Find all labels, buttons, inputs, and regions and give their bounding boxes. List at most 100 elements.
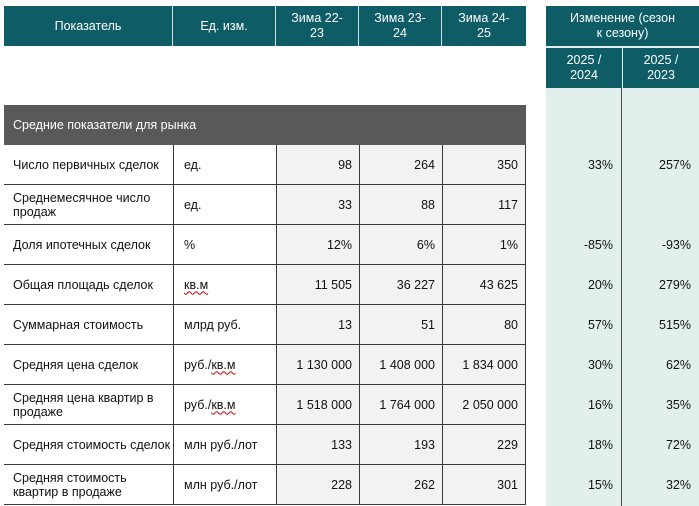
row-change-1: 30% (546, 345, 621, 385)
row-value-3: 117 (442, 185, 526, 224)
row-name: Доля ипотечных сделок (4, 225, 173, 264)
row-change-2: 72% (622, 425, 699, 465)
row-value-1-text: 1 130 000 (296, 357, 352, 372)
row-change-2: 32% (622, 465, 699, 505)
row-change-1: 33% (546, 145, 621, 185)
row-change-1-text: 18% (587, 438, 613, 452)
header-unit: Ед. изм. (173, 6, 276, 46)
row-unit: млн руб./лот (173, 465, 276, 504)
row-value-2-text: 1 764 000 (379, 397, 435, 412)
row-value-2-text: 264 (414, 157, 435, 172)
row-change-1: 20% (546, 265, 621, 305)
row-unit-text: млн руб./лот (184, 477, 258, 492)
row-change-1: 18% (546, 425, 621, 465)
row-value-1-text: 13 (338, 317, 352, 332)
row-unit-text: кв.м (184, 277, 209, 292)
row-value-3: 350 (442, 145, 526, 184)
row-change-2: 257% (622, 145, 699, 185)
row-value-2: 1 764 000 (359, 385, 442, 424)
row-name-text: Средняя цена сделок (13, 357, 139, 372)
row-value-1: 133 (276, 425, 359, 464)
change-divider (621, 88, 622, 506)
row-change-1-text: 57% (587, 318, 613, 332)
row-name: Число первичных сделок (4, 145, 173, 184)
row-value-1: 12% (276, 225, 359, 264)
table-row: Число первичных сделок ед. 98 264 350 (4, 145, 526, 185)
row-name-text: Доля ипотечных сделок (13, 237, 151, 252)
row-value-1-text: 228 (331, 477, 352, 492)
row-change-2 (622, 185, 699, 225)
header-change-title: Изменение (сезон к сезону) (546, 6, 699, 46)
row-value-3: 1% (442, 225, 526, 264)
row-value-2-text: 1 408 000 (379, 357, 435, 372)
row-value-2: 6% (359, 225, 442, 264)
row-value-1: 98 (276, 145, 359, 184)
table-row: Средняя цена квартир в продаже руб./кв.м 1… (4, 385, 526, 425)
row-value-3-text: 43 625 (479, 277, 518, 292)
row-unit-text: ед. (184, 157, 202, 172)
row-unit: ед. (173, 145, 276, 184)
row-value-1-text: 98 (338, 157, 352, 172)
row-value-3-text: 80 (504, 317, 518, 332)
header-indicator: Показатель (4, 6, 173, 46)
change-column-band (546, 6, 699, 506)
row-value-3-text: 350 (497, 157, 518, 172)
row-change-1: 57% (546, 305, 621, 345)
header-change-col-2: 2025 / 2023 (623, 48, 699, 88)
row-unit: % (173, 225, 276, 264)
row-unit-text: млрд руб. (184, 317, 242, 332)
row-value-1: 1 518 000 (276, 385, 359, 424)
row-change-2-text: 32% (665, 478, 691, 492)
table-row: Средняя стоимость квартир в продаже млн р… (4, 465, 526, 505)
row-value-2-text: 6% (416, 237, 435, 252)
row-unit-text: руб./кв.м (184, 397, 236, 412)
table-row: Общая площадь сделок кв.м 11 505 36 227 43 6… (4, 265, 526, 305)
row-value-1-text: 11 505 (314, 277, 352, 292)
header-season-3: Зима 24-25 (442, 6, 526, 46)
row-unit-text: % (184, 237, 196, 252)
row-value-3: 301 (442, 465, 526, 504)
row-value-2-text: 88 (421, 197, 435, 212)
row-name-text: Средняя цена квартир в продаже (13, 390, 154, 419)
row-value-2: 264 (359, 145, 442, 184)
table-row: Средняя стоимость сделок млн руб./лот 133 1… (4, 425, 526, 465)
table-row: Среднемесячное число продаж ед. 33 88 117 (4, 185, 526, 225)
row-value-1-text: 33 (338, 197, 352, 212)
row-change-2: 62% (622, 345, 699, 385)
row-change-2-text: 35% (665, 398, 691, 412)
row-unit: руб./кв.м (173, 385, 276, 424)
row-change-2-text: 62% (665, 358, 691, 372)
row-unit: кв.м (173, 265, 276, 304)
row-unit: млрд руб. (173, 305, 276, 344)
row-value-3: 2 050 000 (442, 385, 526, 424)
row-unit-text: млн руб./лот (184, 437, 258, 452)
row-value-3-text: 2 050 000 (462, 397, 518, 412)
row-change-1-text: 20% (587, 278, 613, 292)
row-value-1: 1 130 000 (276, 345, 359, 384)
row-value-3: 1 834 000 (442, 345, 526, 384)
row-value-3: 43 625 (442, 265, 526, 304)
section-title: Средние показатели для рынка (4, 105, 526, 145)
row-value-3: 80 (442, 305, 526, 344)
row-change-2: 279% (622, 265, 699, 305)
row-value-1: 11 505 (276, 265, 359, 304)
row-value-3-text: 1 834 000 (462, 357, 518, 372)
row-change-1-text: 16% (587, 398, 613, 412)
row-change-2: 35% (622, 385, 699, 425)
row-name-text: Суммарная стоимость (13, 317, 144, 332)
row-change-2-text: 72% (665, 438, 691, 452)
table-row: Доля ипотечных сделок% 12% 6% 1% (4, 225, 526, 265)
row-value-2: 51 (359, 305, 442, 344)
row-unit: ед. (173, 185, 276, 224)
row-change-1 (546, 185, 621, 225)
row-change-1-text: 15% (587, 478, 613, 492)
row-change-2-text: 279% (659, 278, 691, 292)
row-name: Средняя цена квартир в продаже (4, 385, 173, 424)
row-change-1-text: 30% (587, 358, 613, 372)
row-unit: млн руб./лот (173, 425, 276, 464)
row-change-2-text: 515% (659, 318, 691, 332)
row-name: Среднемесячное число продаж (4, 185, 173, 224)
row-value-1: 228 (276, 465, 359, 504)
header-change-col-1: 2025 / 2024 (546, 48, 622, 88)
row-name-text: Общая площадь сделок (13, 277, 153, 292)
